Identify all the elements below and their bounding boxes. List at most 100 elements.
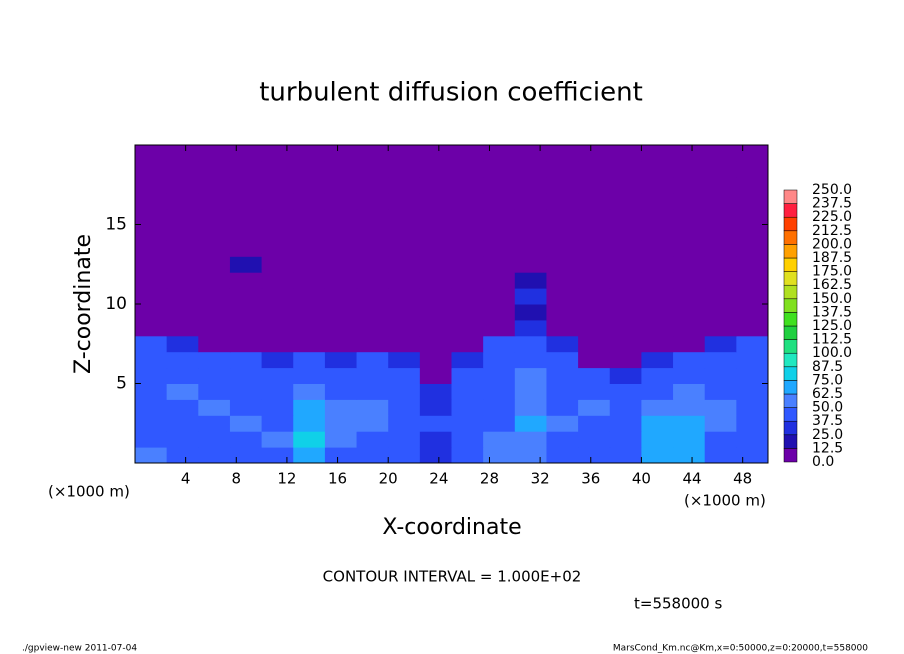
cell — [419, 192, 452, 210]
cell — [356, 160, 389, 178]
cell — [356, 256, 389, 273]
cell — [166, 399, 199, 416]
x-tick-label: 8 — [232, 470, 242, 488]
cell — [673, 447, 706, 464]
cell — [609, 176, 642, 194]
cell — [198, 224, 231, 241]
cell — [704, 145, 737, 162]
cell — [451, 319, 484, 337]
cell — [483, 160, 516, 178]
cell — [419, 256, 452, 273]
cell — [166, 383, 199, 400]
cell — [356, 415, 389, 432]
colorbar-label: 150.0 — [812, 291, 852, 307]
cell — [166, 367, 199, 384]
colorbar-swatch — [783, 420, 798, 436]
cell — [293, 240, 326, 257]
cell — [166, 415, 199, 432]
cell — [229, 367, 263, 384]
cell — [293, 272, 326, 289]
colorbar-label: 37.5 — [812, 413, 843, 429]
cell — [135, 176, 168, 194]
cell — [419, 288, 452, 305]
cell — [388, 192, 421, 210]
contour-interval: CONTOUR INTERVAL = 1.000E+02 — [323, 568, 582, 586]
cell — [451, 383, 484, 400]
cell — [356, 431, 389, 448]
colorbar-label: 212.5 — [812, 223, 852, 239]
cell — [514, 383, 547, 400]
cell — [514, 176, 547, 194]
cell — [514, 256, 547, 273]
cell — [483, 304, 516, 321]
cell — [324, 367, 358, 384]
x-tick-label: 40 — [632, 470, 651, 488]
cell — [293, 192, 326, 210]
cell — [673, 304, 706, 321]
cell — [704, 208, 737, 225]
cell — [514, 431, 547, 448]
cell — [609, 160, 642, 178]
cell — [673, 415, 706, 432]
cell — [641, 256, 674, 273]
cell — [356, 272, 389, 289]
cell — [198, 367, 231, 384]
cell — [198, 145, 231, 162]
colorbar-label: 137.5 — [812, 304, 852, 320]
cell — [736, 367, 769, 384]
cell — [388, 399, 421, 416]
cell — [198, 272, 231, 289]
cell — [451, 192, 484, 210]
colorbar-label: 75.0 — [812, 372, 843, 388]
cell — [419, 176, 452, 194]
cell — [419, 272, 452, 289]
cell — [641, 319, 674, 337]
cell — [229, 351, 263, 369]
cell — [324, 145, 358, 162]
cell — [388, 431, 421, 448]
cell — [324, 304, 358, 321]
cell — [673, 399, 706, 416]
cell — [578, 145, 611, 162]
colorbar-label: 237.5 — [812, 196, 852, 212]
cell — [514, 447, 547, 464]
cell — [736, 399, 769, 416]
cell — [736, 240, 769, 257]
cell — [261, 192, 294, 210]
cell — [229, 192, 263, 210]
cell — [451, 304, 484, 321]
cell — [451, 351, 484, 369]
cell — [451, 176, 484, 194]
cell — [261, 335, 294, 353]
cell — [673, 351, 706, 369]
colorbar-swatch — [783, 244, 798, 259]
cell — [483, 383, 516, 400]
cell — [578, 240, 611, 257]
colorbar-label: 112.5 — [812, 332, 852, 348]
colorbar-swatch — [783, 393, 798, 408]
time-label: t=558000 s — [634, 595, 722, 613]
colorbar-swatch — [783, 448, 798, 463]
cell — [356, 240, 389, 257]
cell — [673, 160, 706, 178]
cell — [135, 192, 168, 210]
cell — [198, 160, 231, 178]
cell — [514, 415, 547, 432]
cell — [736, 192, 769, 210]
cell — [419, 447, 452, 464]
x-tick-label: 48 — [733, 470, 752, 488]
cell — [198, 288, 231, 305]
colorbar-swatch — [783, 216, 798, 232]
cell — [609, 351, 642, 369]
cell — [293, 176, 326, 194]
cell — [641, 224, 674, 241]
cell — [578, 160, 611, 178]
cell — [483, 399, 516, 416]
cell — [704, 256, 737, 273]
cell — [356, 288, 389, 305]
cell — [198, 208, 231, 225]
cell — [546, 431, 579, 448]
cell — [356, 224, 389, 241]
cell — [135, 304, 168, 321]
